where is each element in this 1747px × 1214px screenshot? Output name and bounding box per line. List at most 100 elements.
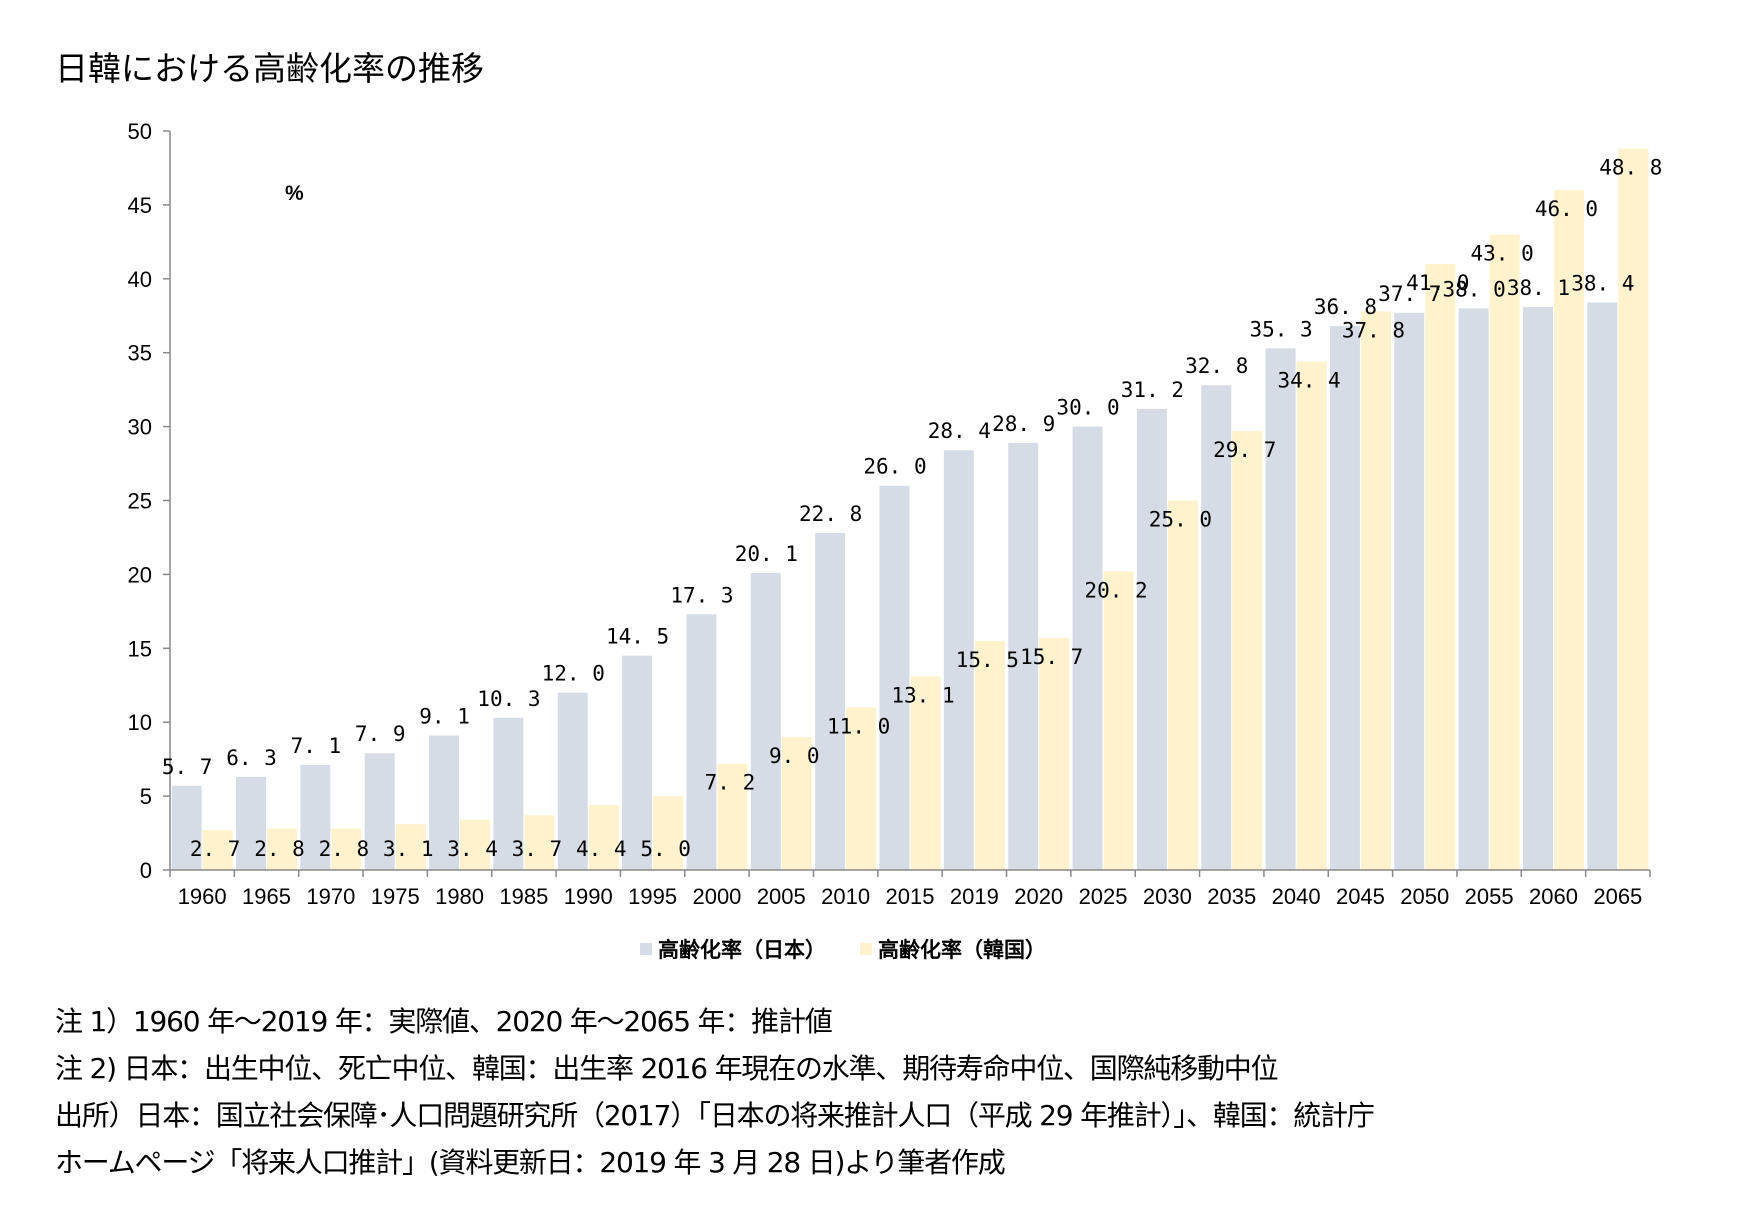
data-label-korea: 2. 8 [254, 837, 305, 861]
data-label-korea: 5. 0 [640, 837, 691, 861]
bar-japan [1072, 426, 1103, 870]
bar-korea [267, 828, 298, 870]
data-label-japan: 38. 1 [1507, 276, 1570, 300]
data-label-japan: 22. 8 [799, 502, 862, 526]
data-label-korea: 37. 8 [1342, 318, 1405, 342]
bar-japan [750, 572, 781, 870]
bar-japan [1201, 385, 1232, 870]
x-tick-label: 1995 [628, 884, 677, 909]
bar-japan [171, 785, 202, 870]
data-label-korea: 11. 0 [827, 714, 890, 738]
y-unit-label: % [285, 182, 304, 205]
bar-korea [1103, 571, 1134, 870]
data-label-japan: 5. 7 [162, 755, 213, 779]
x-tick-label: 1975 [371, 884, 420, 909]
x-tick-label: 2065 [1593, 884, 1642, 909]
legend-label-japan: 高齢化率（日本） [658, 938, 826, 962]
y-tick-label: 30 [128, 415, 152, 440]
y-tick-label: 25 [128, 489, 152, 514]
x-tick-label: 1965 [242, 884, 291, 909]
bar-japan [557, 692, 588, 870]
x-tick-label: 2015 [886, 884, 935, 909]
bar-korea [1489, 234, 1520, 870]
data-label-korea: 3. 1 [383, 837, 434, 861]
bar-korea [1039, 637, 1070, 870]
x-tick-label: 1970 [306, 884, 355, 909]
y-tick-label: 15 [128, 636, 152, 661]
bar-japan [1587, 302, 1618, 870]
data-label-korea: 46. 0 [1535, 197, 1598, 221]
data-label-korea: 2. 7 [190, 837, 241, 861]
bar-korea [1296, 361, 1327, 870]
x-tick-label: 1985 [499, 884, 548, 909]
data-label-japan: 10. 3 [477, 687, 540, 711]
data-label-japan: 28. 4 [928, 419, 991, 443]
data-label-korea: 13. 1 [891, 683, 954, 707]
bar-korea [653, 796, 684, 870]
y-tick-label: 40 [128, 267, 152, 292]
bar-japan [815, 533, 846, 870]
data-label-japan: 36. 8 [1314, 295, 1377, 319]
legend: 高齢化率（日本） 高齢化率（韓国） [640, 934, 1046, 964]
x-tick-label: 2005 [757, 884, 806, 909]
x-tick-label: 2020 [1014, 884, 1063, 909]
bar-japan [943, 450, 974, 870]
chart-title: 日韓における高齢化率の推移 [55, 49, 484, 88]
data-label-japan: 26. 0 [863, 455, 926, 479]
data-label-korea: 41. 0 [1406, 271, 1469, 295]
y-tick-label: 0 [140, 858, 152, 883]
x-tick-label: 2050 [1400, 884, 1449, 909]
bar-korea [1360, 311, 1391, 870]
bar-japan [879, 485, 910, 870]
data-label-japan: 38. 4 [1571, 271, 1634, 295]
bar-japan [1329, 326, 1360, 870]
data-label-korea: 7. 2 [705, 771, 756, 795]
bar-korea [1553, 190, 1584, 870]
x-tick-label: 2010 [821, 884, 870, 909]
x-tick-label: 1990 [564, 884, 613, 909]
x-tick-label: 2019 [950, 884, 999, 909]
bar-korea [588, 804, 619, 870]
x-tick-label: 2040 [1272, 884, 1321, 909]
y-tick-label: 50 [128, 119, 152, 144]
y-tick-label: 45 [128, 193, 152, 218]
data-label-japan: 30. 0 [1056, 396, 1119, 420]
legend-item-korea: 高齢化率（韓国） [860, 934, 1046, 964]
data-label-korea: 3. 4 [447, 837, 498, 861]
data-label-japan: 7. 1 [291, 734, 342, 758]
y-tick-label: 20 [128, 562, 152, 587]
bar-japan [1136, 408, 1167, 870]
bar-korea [1425, 264, 1456, 870]
bar-japan [493, 717, 524, 870]
data-label-korea: 15. 5 [956, 648, 1019, 672]
note-2: 注 2) 日本：出生中位、死亡中位、韓国：出生率 2016 年現在の水準、期待寿… [55, 1052, 1279, 1085]
data-label-korea: 48. 8 [1599, 156, 1662, 180]
data-label-korea: 29. 7 [1213, 438, 1276, 462]
bar-korea [1618, 148, 1649, 871]
data-label-korea: 20. 2 [1084, 578, 1147, 602]
data-label-japan: 7. 9 [355, 722, 406, 746]
bar-korea [1232, 431, 1263, 870]
legend-label-korea: 高齢化率（韓国） [878, 938, 1046, 962]
bar-japan [236, 776, 267, 870]
bar-japan [1522, 306, 1553, 871]
bar-korea [202, 830, 233, 870]
data-label-japan: 28. 9 [992, 412, 1055, 436]
bar-japan [300, 765, 331, 870]
data-label-japan: 17. 3 [670, 583, 733, 607]
bar-japan [686, 614, 717, 870]
legend-swatch-korea [860, 943, 872, 955]
bar-korea [846, 707, 877, 870]
data-label-korea: 3. 7 [512, 837, 563, 861]
legend-swatch-japan [640, 943, 652, 955]
bar-japan [1265, 348, 1296, 870]
bar-korea [331, 828, 362, 870]
x-tick-label: 2035 [1207, 884, 1256, 909]
source-line-2: ホームページ「将来人口推計」(資料更新日：2019 年 3 月 28 日)より筆… [55, 1146, 1006, 1179]
x-tick-label: 2000 [692, 884, 741, 909]
x-tick-label: 1980 [435, 884, 484, 909]
data-label-japan: 14. 5 [606, 625, 669, 649]
bar-japan [622, 655, 653, 870]
data-label-japan: 12. 0 [542, 662, 605, 686]
data-label-japan: 32. 8 [1185, 354, 1248, 378]
